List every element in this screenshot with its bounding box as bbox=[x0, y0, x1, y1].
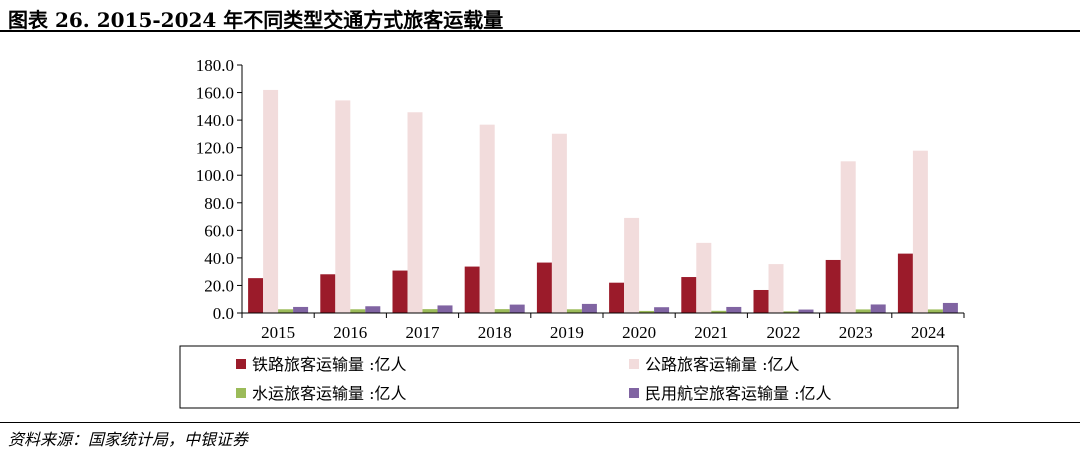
legend-swatch-water bbox=[236, 388, 246, 398]
source-note: 资料来源：国家统计局，中银证券 bbox=[8, 430, 249, 449]
bar-road-2021 bbox=[696, 242, 712, 313]
bar-rail-2022 bbox=[753, 289, 769, 313]
bar-rail-2023 bbox=[825, 259, 841, 313]
x-axis-ticks: 2015 2016 2017 2018 2019 2020 2021 2022 2023 2024 bbox=[241, 313, 965, 342]
bar-road-2024 bbox=[912, 150, 928, 313]
bar-air-2019 bbox=[581, 303, 597, 313]
y-tick-label: 120.0 bbox=[196, 139, 234, 158]
bar-rail-2015 bbox=[248, 278, 264, 313]
bar-rail-2019 bbox=[536, 262, 552, 313]
legend-swatch-air bbox=[629, 388, 639, 398]
legend-label-air: 民用航空旅客运输量 :亿人 bbox=[645, 384, 831, 403]
bar-water-2018 bbox=[494, 309, 510, 313]
bar-air-2016 bbox=[365, 306, 381, 313]
bar-water-2021 bbox=[711, 310, 727, 313]
legend-swatch-rail bbox=[236, 359, 246, 369]
bar-air-2022 bbox=[798, 309, 814, 313]
x-tick-label-2018: 2018 bbox=[478, 323, 512, 342]
bar-air-2024 bbox=[942, 302, 958, 313]
bar-rail-2016 bbox=[320, 274, 336, 313]
y-tick-label: 100.0 bbox=[196, 166, 234, 185]
x-tick-label-2017: 2017 bbox=[406, 323, 441, 342]
y-tick-label: 40.0 bbox=[204, 249, 234, 268]
y-tick-label: 0.0 bbox=[213, 304, 234, 323]
bar-rail-2020 bbox=[609, 282, 625, 313]
bar-road-2023 bbox=[840, 161, 856, 313]
x-tick-label-2024: 2024 bbox=[911, 323, 946, 342]
x-tick-label-2022: 2022 bbox=[767, 323, 801, 342]
bar-water-2019 bbox=[566, 309, 582, 313]
bar-road-2018 bbox=[479, 124, 495, 313]
y-tick-label: 160.0 bbox=[196, 84, 234, 103]
bar-water-2024 bbox=[927, 309, 943, 313]
y-tick-label: 180.0 bbox=[196, 56, 234, 75]
bar-air-2020 bbox=[654, 307, 670, 313]
y-tick-label: 80.0 bbox=[204, 194, 234, 213]
bars-layer bbox=[248, 89, 958, 313]
y-axis-ticks: 0.0 20.0 40.0 60.0 80.0 100.0 120.0 140.0 160.0 1… bbox=[196, 56, 242, 323]
bar-rail-2021 bbox=[681, 277, 697, 313]
y-tick-label: 140.0 bbox=[196, 111, 234, 130]
legend-swatch-road bbox=[629, 359, 639, 369]
bar-air-2021 bbox=[726, 306, 742, 313]
bar-air-2017 bbox=[437, 305, 453, 313]
y-tick-label: 60.0 bbox=[204, 221, 234, 240]
x-tick-label-2015: 2015 bbox=[261, 323, 295, 342]
bar-road-2019 bbox=[551, 133, 567, 313]
chart-title: 图表 26. 2015-2024 年不同类型交通方式旅客运载量 bbox=[8, 8, 504, 32]
bar-air-2015 bbox=[293, 306, 309, 313]
bar-road-2015 bbox=[263, 89, 279, 313]
legend-label-rail: 铁路旅客运输量 :亿人 bbox=[252, 355, 406, 374]
bar-air-2023 bbox=[870, 304, 886, 313]
bar-road-2016 bbox=[335, 100, 351, 313]
bar-water-2017 bbox=[422, 309, 438, 313]
bar-water-2023 bbox=[855, 309, 871, 313]
x-tick-label-2021: 2021 bbox=[694, 323, 728, 342]
bar-road-2022 bbox=[768, 264, 784, 313]
title-divider bbox=[0, 30, 1080, 32]
bar-water-2022 bbox=[783, 311, 799, 313]
bar-road-2017 bbox=[407, 112, 423, 313]
bar-rail-2024 bbox=[897, 253, 913, 313]
footer-divider bbox=[0, 422, 1080, 423]
legend-label-water: 水运旅客运输量 :亿人 bbox=[252, 384, 406, 403]
x-tick-label-2019: 2019 bbox=[550, 323, 584, 342]
bar-rail-2018 bbox=[464, 266, 480, 313]
legend-box bbox=[179, 345, 959, 409]
x-tick-label-2023: 2023 bbox=[839, 323, 873, 342]
bar-water-2016 bbox=[350, 309, 366, 313]
bar-water-2020 bbox=[639, 310, 655, 313]
x-tick-label-2016: 2016 bbox=[333, 323, 367, 342]
y-tick-label: 20.0 bbox=[204, 276, 234, 295]
x-tick-label-2020: 2020 bbox=[622, 323, 656, 342]
bar-air-2018 bbox=[509, 304, 525, 313]
bar-road-2020 bbox=[624, 217, 640, 313]
bar-rail-2017 bbox=[392, 270, 408, 313]
legend-label-road: 公路旅客运输量 :亿人 bbox=[645, 355, 799, 374]
bar-water-2015 bbox=[278, 309, 294, 313]
